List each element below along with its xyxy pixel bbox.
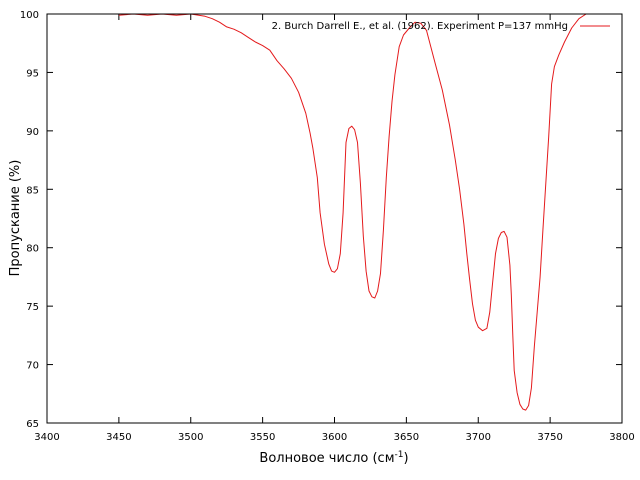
plot-frame <box>46 13 623 424</box>
y-tick-label: 100 <box>20 10 39 21</box>
x-tick-label: 3700 <box>466 432 491 443</box>
x-tick-label: 3500 <box>178 432 203 443</box>
y-tick-label: 70 <box>26 361 39 372</box>
y-tick-label: 85 <box>26 185 39 196</box>
x-axis-label-main: Волновое число (см <box>259 451 394 466</box>
y-tick-label: 80 <box>26 244 39 255</box>
y-tick-label: 95 <box>26 68 39 79</box>
x-tick-label: 3550 <box>250 432 275 443</box>
y-tick-label: 65 <box>26 419 39 430</box>
x-tick-label: 3600 <box>322 432 347 443</box>
series-layer <box>118 13 587 411</box>
x-tick-label: 3650 <box>394 432 419 443</box>
y-tick-label: 90 <box>26 127 39 138</box>
x-axis-label-superscript: -1 <box>395 450 404 460</box>
x-tick-label: 3450 <box>106 432 131 443</box>
x-tick-label: 3750 <box>537 432 562 443</box>
x-axis-label: Волновое число (см-1) <box>259 450 408 466</box>
y-axis-label: Пропускание (%) <box>8 160 23 277</box>
legend-label: 2. Burch Darrell E., et al. (1962). Expe… <box>272 21 568 32</box>
y-tick-label: 75 <box>26 302 39 313</box>
x-tick-label: 3400 <box>34 432 59 443</box>
x-tick-label: 3800 <box>609 432 634 443</box>
series-line <box>118 13 587 411</box>
x-axis-label-end: ) <box>403 451 408 466</box>
legend: 2. Burch Darrell E., et al. (1962). Expe… <box>272 21 610 32</box>
